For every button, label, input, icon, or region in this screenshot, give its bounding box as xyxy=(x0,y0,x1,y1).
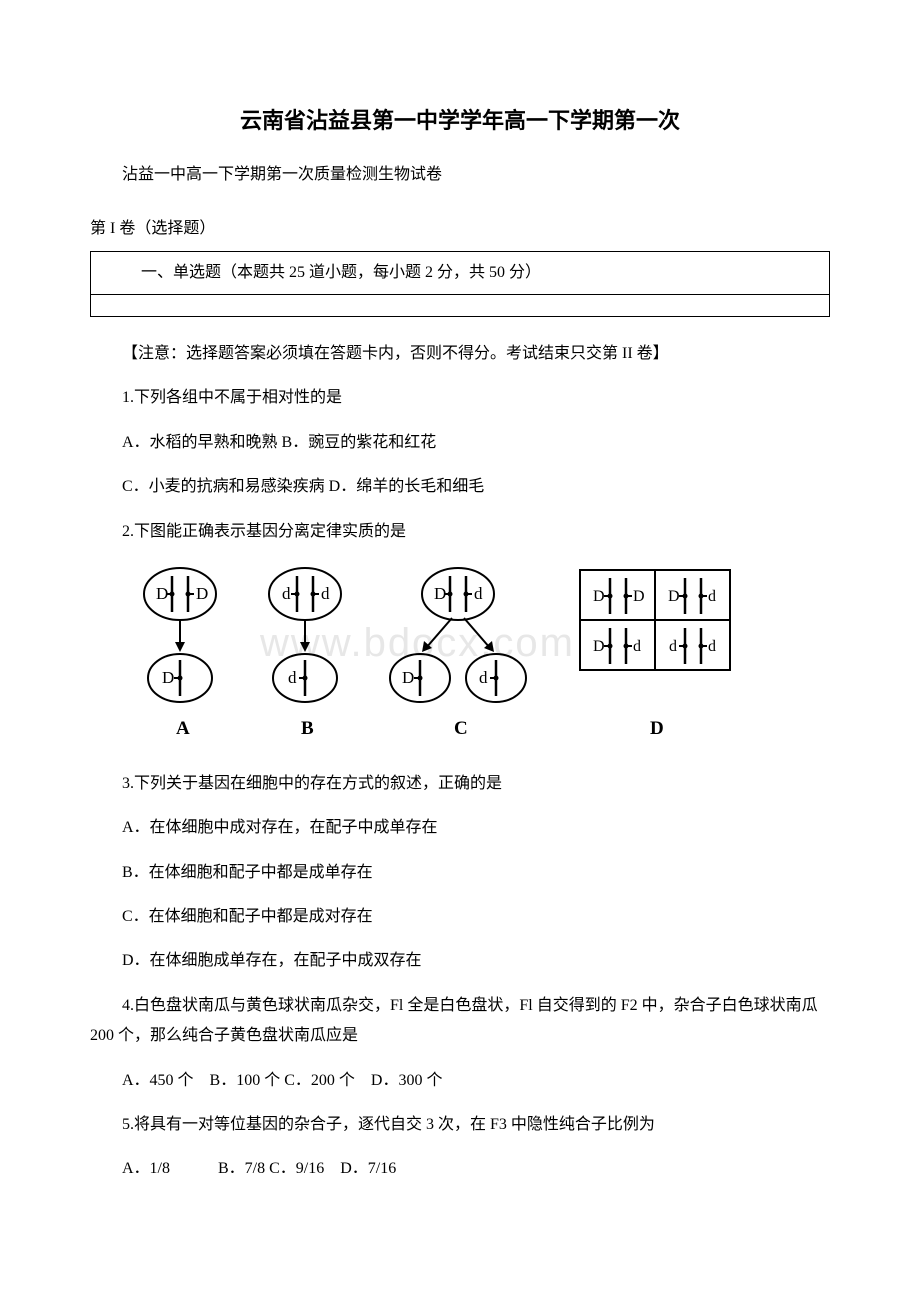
q2-figure: www.bdocx.com D D D A xyxy=(130,561,830,741)
section-box-line: 一、单选题（本题共 25 道小题，每小题 2 分，共 50 分） xyxy=(91,251,830,294)
q2-stem: 2.下图能正确表示基因分离定律实质的是 xyxy=(90,517,830,547)
q4-opts: A．450 个 B．100 个 C．200 个 D．300 个 xyxy=(90,1066,830,1096)
svg-text:d: d xyxy=(474,584,483,603)
svg-text:D: D xyxy=(162,668,174,687)
svg-text:D: D xyxy=(196,584,208,603)
svg-text:d: d xyxy=(669,638,677,655)
svg-text:d: d xyxy=(282,584,291,603)
svg-text:d: d xyxy=(708,588,716,605)
svg-text:D: D xyxy=(402,668,414,687)
q4-stem: 4.白色盘状南瓜与黄色球状南瓜杂交，Fl 全是白色盘状，Fl 自交得到的 F2 … xyxy=(90,991,830,1052)
svg-text:D: D xyxy=(633,588,645,605)
q5-opts: A．1/8 B．7/8 C．9/16 D．7/16 xyxy=(90,1154,830,1184)
page-title: 云南省沾益县第一中学学年高一下学期第一次 xyxy=(90,100,830,142)
svg-text:d: d xyxy=(633,638,641,655)
q3-stem: 3.下列关于基因在细胞中的存在方式的叙述，正确的是 xyxy=(90,769,830,799)
section-box-empty xyxy=(91,294,830,316)
diagram-d: D D D d D xyxy=(580,570,730,739)
q1-opts-cd: C．小麦的抗病和易感染疾病 D．绵羊的长毛和细毛 xyxy=(90,472,830,502)
q5-stem: 5.将具有一对等位基因的杂合子，逐代自交 3 次，在 F3 中隐性纯合子比例为 xyxy=(90,1110,830,1140)
q2-diagram-svg: www.bdocx.com D D D A xyxy=(130,561,740,741)
q1-opts-ab: A．水稻的早熟和晚熟 B．豌豆的紫花和红花 xyxy=(90,428,830,458)
svg-text:D: D xyxy=(593,638,605,655)
notice-text: 【注意：选择题答案必须填在答题卡内，否则不得分。考试结束只交第 II 卷】 xyxy=(90,339,830,369)
svg-text:d: d xyxy=(288,668,297,687)
svg-text:d: d xyxy=(479,668,488,687)
section-label: 第 I 卷（选择题） xyxy=(90,214,830,244)
svg-text:D: D xyxy=(593,588,605,605)
svg-text:D: D xyxy=(668,588,680,605)
svg-text:D: D xyxy=(156,584,168,603)
diagram-a: D D D A xyxy=(144,568,216,739)
q3-a: A．在体细胞中成对存在，在配子中成单存在 xyxy=(90,813,830,843)
svg-text:d: d xyxy=(708,638,716,655)
q3-b: B．在体细胞和配子中都是成单存在 xyxy=(90,858,830,888)
svg-text:A: A xyxy=(176,718,190,739)
q3-d: D．在体细胞成单存在，在配子中成双存在 xyxy=(90,946,830,976)
q1-stem: 1.下列各组中不属于相对性的是 xyxy=(90,383,830,413)
svg-text:B: B xyxy=(301,718,314,739)
svg-text:D: D xyxy=(650,718,664,739)
svg-text:D: D xyxy=(434,584,446,603)
svg-text:d: d xyxy=(321,584,330,603)
section-box: 一、单选题（本题共 25 道小题，每小题 2 分，共 50 分） xyxy=(90,251,830,317)
svg-text:C: C xyxy=(454,718,468,739)
exam-subtitle: 沾益一中高一下学期第一次质量检测生物试卷 xyxy=(90,160,830,190)
q3-c: C．在体细胞和配子中都是成对存在 xyxy=(90,902,830,932)
